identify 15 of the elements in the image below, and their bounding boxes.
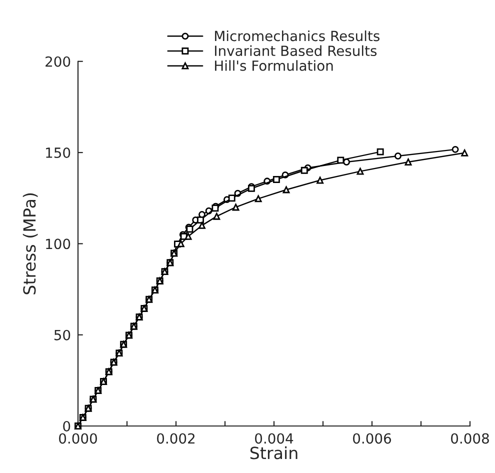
x-tick-label: 0.006 (353, 433, 392, 444)
x-tick-label: 0.002 (157, 433, 194, 444)
legend-label: Hill's Formulation (215, 60, 333, 71)
y-axis-title: Stress (MPa) (22, 193, 38, 294)
x-tick-label: 0.000 (59, 433, 97, 444)
y-tick-label: 100 (46, 238, 70, 250)
y-tick-label: 150 (46, 148, 70, 158)
x-tick-label: 0.008 (451, 433, 489, 444)
legend-label: Invariant Based Results (215, 45, 377, 56)
x-tick-label: 0.004 (255, 433, 294, 444)
y-tick-label: 50 (54, 330, 70, 340)
legend-label: Micromechanics Results (215, 30, 380, 42)
y-tick-label: 200 (46, 56, 70, 67)
y-tick-label: 0 (63, 420, 70, 432)
x-axis-title: Strain (250, 446, 298, 460)
